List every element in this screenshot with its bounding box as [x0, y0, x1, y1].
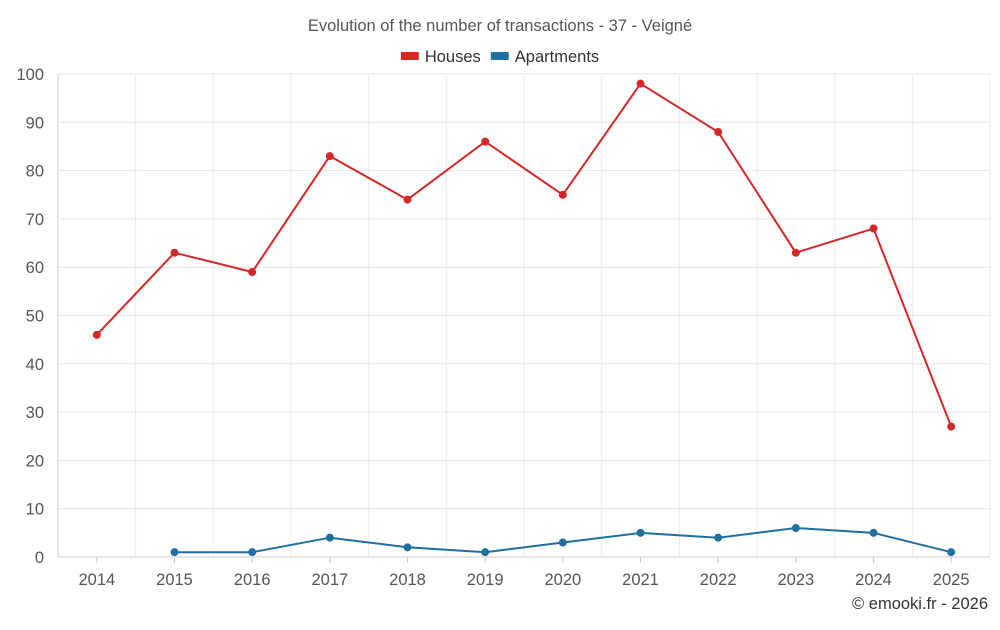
- y-tick-label: 90: [26, 114, 44, 132]
- y-tick-label: 80: [26, 163, 44, 181]
- apartments-point[interactable]: [403, 543, 412, 552]
- x-tick-label: 2014: [78, 571, 115, 589]
- x-tick-label: 2024: [855, 571, 892, 589]
- houses-point[interactable]: [92, 330, 101, 339]
- houses-point[interactable]: [558, 190, 567, 199]
- apartments-point[interactable]: [636, 528, 645, 537]
- credit-text: © emooki.fr - 2026: [852, 595, 988, 613]
- houses-point[interactable]: [481, 137, 490, 146]
- y-tick-label: 100: [16, 66, 44, 84]
- legend-swatch: [400, 52, 419, 60]
- chart-legend: Houses Apartments: [400, 48, 599, 66]
- x-tick-label: 2022: [700, 571, 737, 589]
- x-axis-tick-labels: 2014 2015 2016 2017 2018 2019 2020 2021 2022 2023…: [78, 571, 969, 589]
- y-tick-label: 0: [35, 549, 44, 567]
- houses-point[interactable]: [714, 127, 723, 136]
- x-tick-label: 2017: [311, 571, 348, 589]
- houses-point[interactable]: [791, 248, 800, 257]
- legend-swatch: [490, 52, 509, 60]
- x-tick-label: 2016: [234, 571, 271, 589]
- legend-item-apartments[interactable]: Apartments: [490, 48, 599, 66]
- apartments-point[interactable]: [714, 533, 723, 542]
- apartments-point[interactable]: [481, 548, 490, 557]
- houses-series-line: [95, 82, 953, 428]
- x-tick-label: 2019: [467, 571, 504, 589]
- series-points: [92, 79, 956, 557]
- y-tick-label: 50: [26, 308, 44, 326]
- legend-item-houses[interactable]: Houses: [400, 48, 481, 66]
- x-tick-label: 2015: [156, 571, 193, 589]
- houses-point[interactable]: [325, 152, 334, 161]
- chart-axes: [57, 74, 990, 563]
- y-tick-label: 10: [26, 501, 44, 519]
- apartments-point[interactable]: [170, 548, 179, 557]
- grid-lines: [58, 73, 991, 557]
- apartments-point[interactable]: [558, 538, 567, 547]
- y-tick-label: 20: [26, 452, 44, 470]
- y-tick-label: 40: [26, 356, 44, 374]
- x-tick-label: 2023: [777, 571, 814, 589]
- y-tick-label: 30: [26, 404, 44, 422]
- legend-label: Apartments: [515, 48, 599, 66]
- y-tick-label: 60: [26, 259, 44, 277]
- y-tick-label: 70: [26, 211, 44, 229]
- x-tick-label: 2021: [622, 571, 659, 589]
- houses-point[interactable]: [869, 224, 878, 233]
- houses-point[interactable]: [403, 195, 412, 204]
- apartments-point[interactable]: [947, 548, 956, 557]
- houses-point[interactable]: [636, 79, 645, 88]
- houses-point[interactable]: [248, 268, 257, 277]
- y-axis-tick-labels: 0 10 20 30 40 50 60 70 80 90 100: [16, 66, 44, 567]
- apartments-point[interactable]: [791, 524, 800, 533]
- chart-title: Evolution of the number of transactions …: [308, 17, 692, 35]
- houses-point[interactable]: [947, 422, 956, 431]
- x-tick-label: 2020: [544, 571, 581, 589]
- houses-point[interactable]: [170, 248, 179, 257]
- x-tick-label: 2025: [933, 571, 970, 589]
- apartments-point[interactable]: [248, 548, 257, 557]
- legend-label: Houses: [425, 48, 481, 66]
- apartments-point[interactable]: [325, 533, 334, 542]
- x-tick-label: 2018: [389, 571, 426, 589]
- apartments-point[interactable]: [869, 528, 878, 537]
